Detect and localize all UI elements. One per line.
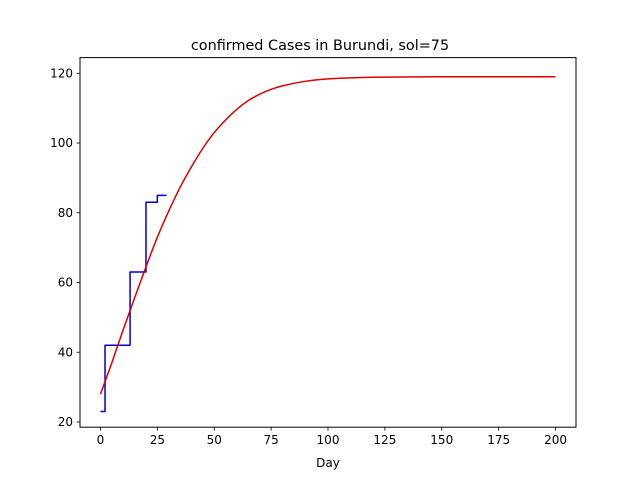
y-tick-label: 40	[58, 345, 73, 359]
series-line-fit	[99, 76, 556, 395]
y-tick-label: 80	[58, 206, 73, 220]
series-layer	[99, 76, 556, 413]
y-tick-label: 120	[50, 66, 73, 80]
x-tick-label: 100	[317, 433, 340, 447]
series-line-confirmed	[100, 194, 167, 413]
x-tick-label: 125	[373, 433, 396, 447]
x-tick-label: 0	[97, 433, 105, 447]
y-axis: 20 40 60 80 100 120	[50, 66, 80, 429]
y-tick-label: 60	[58, 276, 73, 290]
y-tick-label: 100	[50, 136, 73, 150]
x-axis-label: Day	[316, 456, 340, 470]
x-tick-label: 75	[263, 433, 278, 447]
x-tick-label: 150	[430, 433, 453, 447]
x-tick-label: 25	[150, 433, 165, 447]
x-tick-label: 200	[544, 433, 567, 447]
x-tick-label: 50	[207, 433, 222, 447]
x-tick-label: 175	[487, 433, 510, 447]
chart-title: confirmed Cases in Burundi, sol=75	[191, 38, 449, 54]
x-axis: 0 25 50 75 100 125 150 175 200	[97, 427, 567, 447]
y-tick-label: 20	[58, 415, 73, 429]
